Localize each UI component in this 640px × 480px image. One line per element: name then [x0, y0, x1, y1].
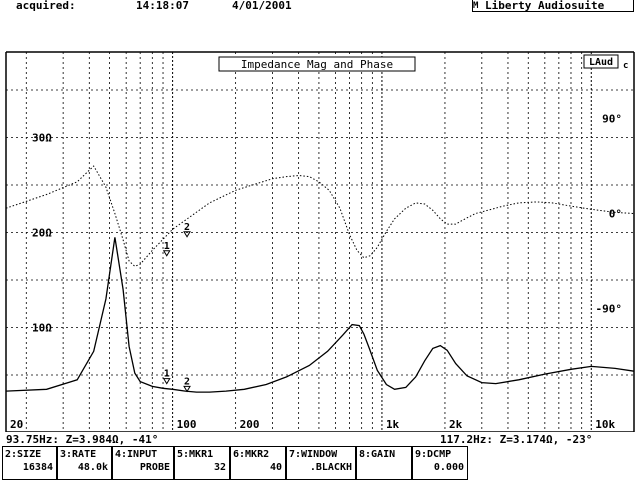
- right-tick-label: 0°: [609, 208, 622, 221]
- menu-rate-label: 3:RATE: [60, 449, 97, 460]
- menu-mkr1-value: 32: [213, 462, 226, 473]
- chart-title: Impedance Mag and Phase: [241, 58, 393, 71]
- function-menu: 2:SIZE 16384 3:RATE 48.0k 4:INPUT PROBE …: [0, 446, 640, 480]
- brand-marker: M: [473, 1, 479, 11]
- menu-window-label: 7:WINDOW: [289, 449, 338, 460]
- menu-size-value: 16384: [22, 462, 53, 473]
- left-axis-tick-labels: 10Ω 20Ω 30Ω: [32, 132, 52, 335]
- menu-mkr1[interactable]: 5:MKR1 32: [174, 446, 230, 480]
- marker-layer: 1 2 1 2: [162, 222, 191, 393]
- marker-triangle: [162, 250, 171, 257]
- x-tick-label: 10k: [595, 418, 615, 431]
- menu-mkr2-label: 6:MKR2: [233, 449, 270, 460]
- marker-label: 2: [184, 376, 190, 387]
- marker-label: 1: [164, 369, 170, 380]
- menu-mkr2[interactable]: 6:MKR2 40: [230, 446, 286, 480]
- plot-background: [6, 52, 634, 432]
- laud-badge: LAud: [589, 57, 613, 68]
- marker-triangle: [183, 385, 191, 393]
- menu-size[interactable]: 2:SIZE 16384: [2, 446, 57, 480]
- menu-gain-label: 8:GAIN: [359, 449, 396, 460]
- marker-triangle: [162, 378, 171, 385]
- right-tick-label: 90°: [602, 113, 622, 126]
- menu-window-value: .BLACKH: [309, 462, 352, 473]
- x-tick-label: 1k: [386, 418, 400, 431]
- menu-gain[interactable]: 8:GAIN: [356, 446, 412, 480]
- menu-rate[interactable]: 3:RATE 48.0k: [57, 446, 112, 480]
- x-tick-label: 100: [177, 418, 197, 431]
- left-tick-label: 10Ω: [32, 322, 52, 335]
- x-tick-label: 20: [10, 418, 23, 431]
- menu-dcmp-value: 0.000: [433, 462, 464, 473]
- left-tick-label: 20Ω: [32, 227, 52, 240]
- menu-input-value: PROBE: [139, 462, 170, 473]
- status-marker-2: 117.2Hz: Z=3.174Ω, -23°: [440, 433, 593, 446]
- right-axis-tick-labels: 90° 0° -90°: [596, 113, 623, 316]
- menu-size-label: 2:SIZE: [5, 449, 42, 460]
- acquired-label: acquired:: [16, 0, 76, 12]
- app-brand: Liberty Audiosuite: [485, 0, 605, 12]
- impedance-magnitude-line: [5, 237, 635, 393]
- brand-box: [472, 0, 634, 12]
- series-layer: [5, 165, 635, 393]
- menu-dcmp-label: 9:DCMP: [415, 449, 452, 460]
- marker-label: 1: [164, 241, 170, 252]
- right-tick-label: -90°: [596, 303, 623, 316]
- marker-triangle: [183, 231, 191, 238]
- x-tick-label: 2k: [449, 418, 463, 431]
- menu-window[interactable]: 7:WINDOW .BLACKH: [286, 446, 356, 480]
- laud-badge-suffix: c: [623, 61, 628, 71]
- status-marker-1: 93.75Hz: Z=3.984Ω, -41°: [6, 433, 159, 446]
- marker-label: 2: [184, 222, 190, 233]
- impedance-chart[interactable]: Impedance Mag and Phase LAud c 20 100 200 1…: [0, 0, 640, 432]
- x-tick-label: 200: [240, 418, 260, 431]
- grid: [6, 52, 634, 432]
- menu-rate-value: 48.0k: [77, 462, 108, 473]
- menu-mkr1-label: 5:MKR1: [177, 449, 214, 460]
- acquired-date: 4/01/2001: [232, 0, 292, 12]
- laud-badge-box: [583, 54, 619, 69]
- x-tick-labels: 20 100 200 1k 2k 10k: [10, 418, 616, 431]
- menu-input-label: 4:INPUT: [115, 449, 158, 460]
- menu-input[interactable]: 4:INPUT PROBE: [112, 446, 174, 480]
- left-tick-label: 30Ω: [32, 132, 52, 145]
- acquired-time: 14:18:07: [136, 0, 189, 12]
- chart-title-box: [218, 56, 416, 72]
- menu-mkr2-value: 40: [269, 462, 282, 473]
- menu-dcmp[interactable]: 9:DCMP 0.000: [412, 446, 468, 480]
